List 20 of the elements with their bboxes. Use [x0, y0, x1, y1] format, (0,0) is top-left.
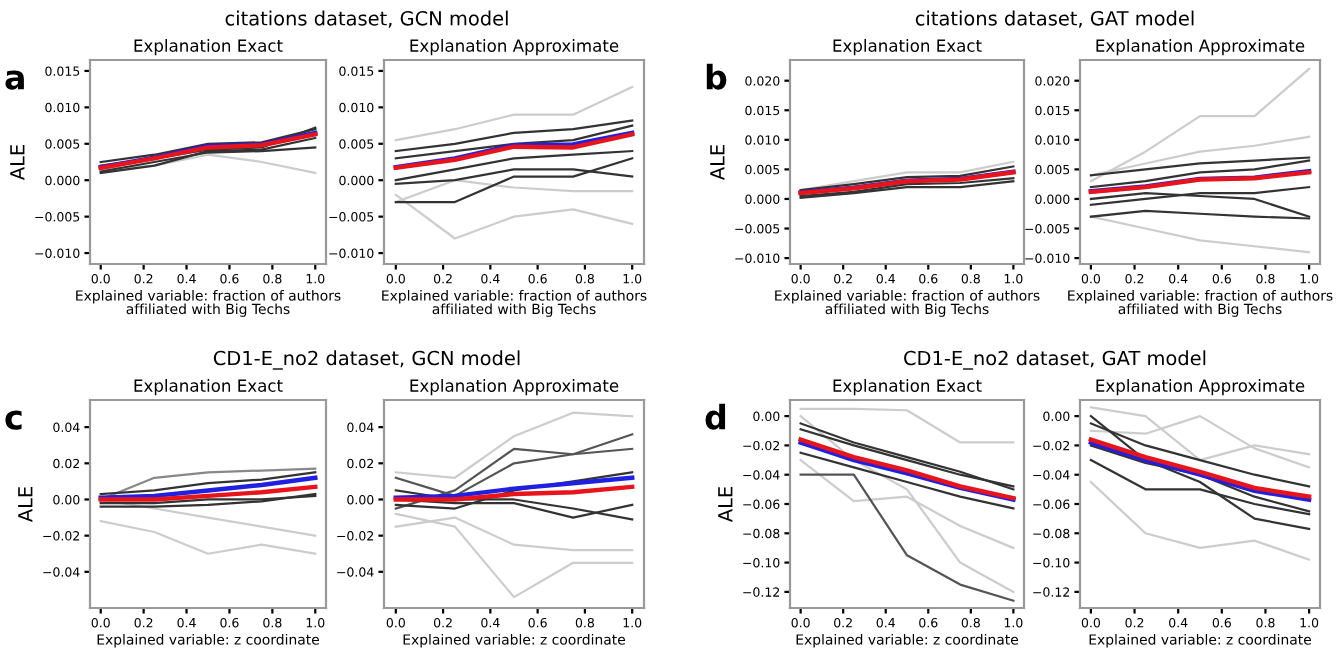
- text: c: [5, 410, 22, 430]
- chart-title: Explanation Approximate: [1096, 39, 1305, 56]
- text: a: [5, 70, 24, 90]
- chart-title: Explanation Approximate: [1096, 379, 1305, 396]
- text: b: [706, 63, 727, 90]
- chart-title: Explanation Exact: [134, 379, 283, 396]
- y-axis-title: ALE: [18, 487, 33, 523]
- chart-title: Explanation Exact: [134, 39, 283, 56]
- chart-title: Explanation Exact: [833, 379, 982, 396]
- y-axis-title: ALE: [10, 145, 25, 181]
- y-axis-title: ALE: [718, 487, 733, 523]
- text: CD1-E_no2 dataset, GCN model: [213, 350, 520, 370]
- text: CD1-E_no2 dataset, GAT model: [904, 350, 1206, 370]
- text: d: [705, 403, 726, 430]
- text: citations dataset, GCN model: [225, 10, 508, 28]
- text: citations dataset, GAT model: [915, 10, 1194, 28]
- chart-title: Explanation Approximate: [410, 39, 619, 56]
- chart-title: Explanation Approximate: [410, 379, 619, 396]
- y-axis-title: ALE: [710, 145, 725, 181]
- chart-title: Explanation Exact: [833, 39, 982, 56]
